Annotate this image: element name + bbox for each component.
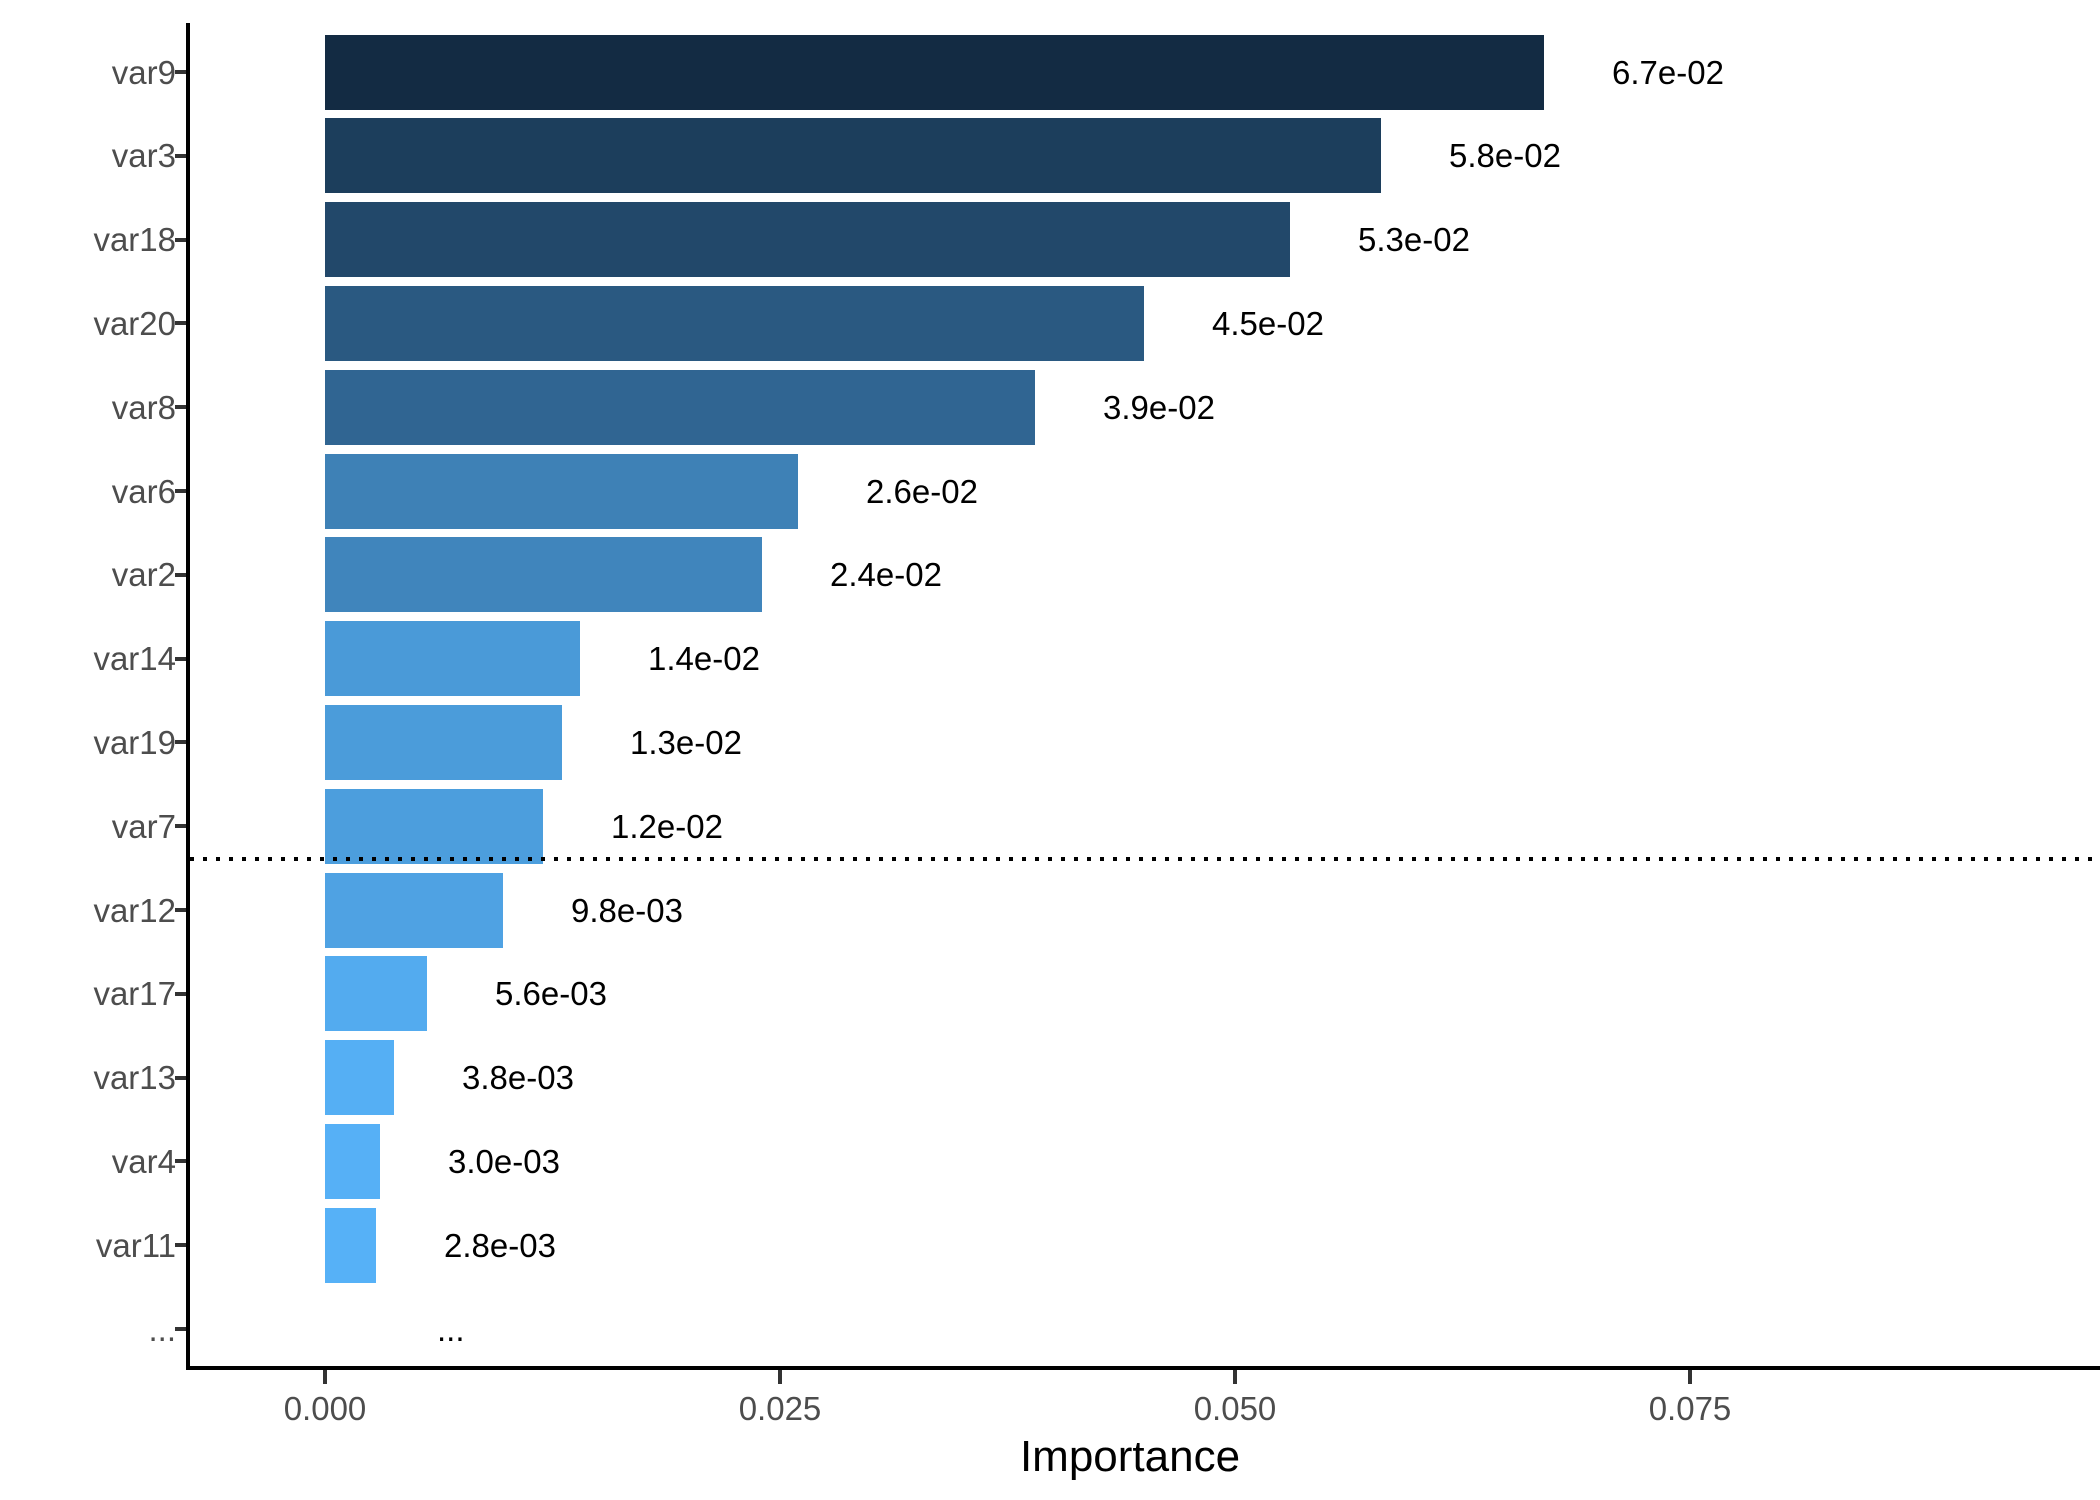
bar-value-label: 2.6e-02 [866, 472, 978, 510]
x-tick [778, 1370, 782, 1384]
y-tick [175, 1327, 188, 1331]
bar [325, 872, 503, 948]
y-tick [175, 991, 188, 996]
bar-value-label: 3.9e-02 [1103, 388, 1215, 426]
bar-value-label: 1.3e-02 [630, 723, 742, 761]
y-axis-label: var8 [111, 388, 176, 426]
y-tick [175, 153, 188, 158]
x-tick-label: 0.075 [1648, 1390, 1732, 1427]
bar-value-label: 1.4e-02 [648, 640, 760, 678]
y-axis-line [186, 23, 190, 1370]
bar-value-label: 3.0e-03 [448, 1142, 560, 1180]
y-tick [175, 237, 188, 242]
bar [325, 1207, 376, 1283]
bar-value-label: 1.2e-02 [611, 807, 723, 845]
bar [325, 285, 1144, 361]
bar-value-label: 5.8e-02 [1449, 137, 1561, 175]
bar [325, 788, 543, 864]
bar [325, 1040, 394, 1116]
y-tick [175, 70, 188, 74]
y-tick [175, 740, 188, 745]
y-axis-label: var7 [111, 807, 176, 845]
y-axis-label: var17 [93, 975, 176, 1013]
y-axis-label: var18 [93, 221, 176, 259]
y-tick [175, 1243, 188, 1248]
x-tick-label: 0.025 [738, 1390, 822, 1427]
x-tick [1688, 1370, 1692, 1384]
y-axis-label: var9 [111, 53, 176, 91]
x-tick [323, 1370, 327, 1384]
y-axis-label: var13 [93, 1059, 176, 1097]
bar-value-label: 2.8e-03 [444, 1226, 556, 1264]
bar-value-label: 9.8e-03 [571, 891, 683, 929]
bar [325, 621, 580, 697]
y-axis-label: var12 [93, 891, 176, 929]
bar-value-label: 5.3e-02 [1358, 221, 1470, 259]
y-tick [175, 1075, 188, 1080]
y-axis-label: ... [148, 1310, 176, 1348]
y-axis-label: var3 [111, 137, 176, 175]
y-tick [175, 824, 188, 829]
bar [325, 704, 562, 780]
y-tick [175, 1159, 188, 1164]
bar-value-label: 4.5e-02 [1212, 304, 1324, 342]
y-axis-label: var14 [93, 640, 176, 678]
bar [325, 956, 427, 1032]
bar [325, 202, 1290, 278]
y-axis-label: var11 [95, 1226, 176, 1264]
y-tick [175, 405, 188, 410]
y-tick [175, 321, 188, 326]
bar [325, 369, 1035, 445]
bar [325, 453, 798, 529]
x-tick-label: 0.050 [1193, 1390, 1277, 1427]
y-axis-label: var20 [93, 304, 176, 342]
bar-value-label: ... [437, 1310, 465, 1348]
bar-value-label: 3.8e-03 [462, 1059, 574, 1097]
bar-value-label: 5.6e-03 [495, 975, 607, 1013]
threshold-dotted-line [190, 857, 2100, 861]
y-tick [175, 656, 188, 661]
y-tick [175, 489, 188, 493]
y-axis-label: var19 [93, 723, 176, 761]
y-axis-label: var2 [111, 556, 176, 594]
x-tick-label: 0.000 [283, 1390, 367, 1427]
bar [325, 537, 762, 613]
x-tick [1233, 1370, 1237, 1384]
y-axis-label: var6 [111, 472, 176, 510]
bar-value-label: 6.7e-02 [1612, 53, 1724, 91]
y-tick [175, 572, 188, 577]
y-tick [175, 908, 188, 912]
bar-value-label: 2.4e-02 [830, 556, 942, 594]
bar [325, 34, 1544, 110]
y-axis-label: var4 [111, 1142, 176, 1180]
bar [325, 118, 1381, 194]
x-axis-title: Importance [1019, 1432, 1241, 1481]
x-axis-line [186, 1366, 2100, 1370]
bar [325, 1123, 380, 1199]
